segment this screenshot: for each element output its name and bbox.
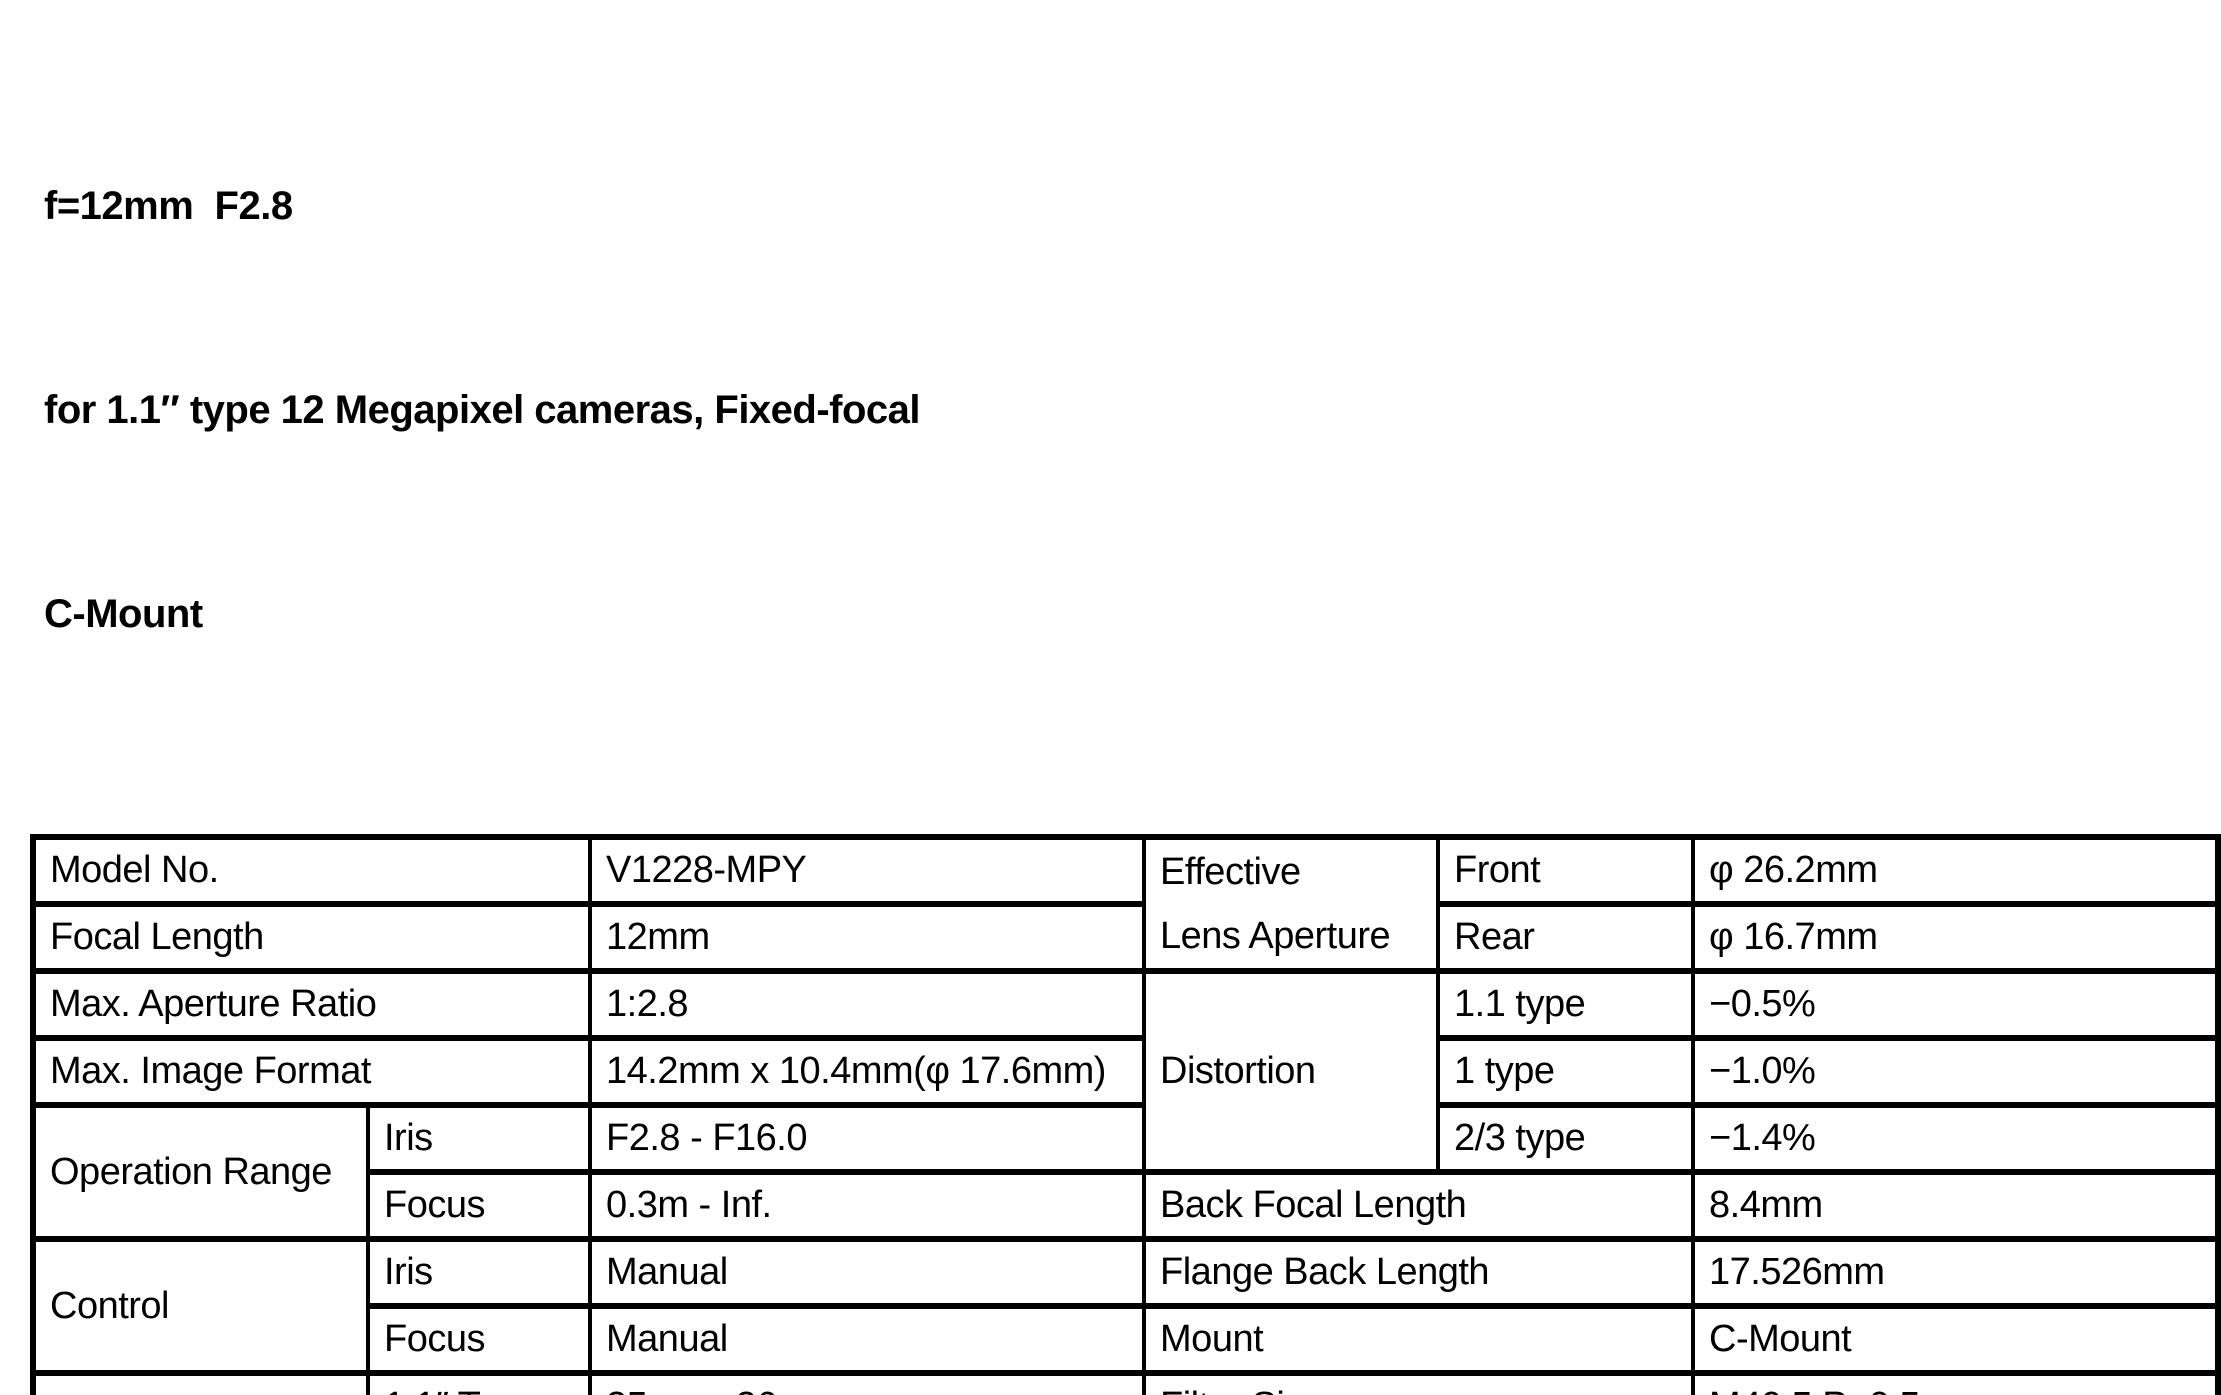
distortion-type23-label: 2/3 type xyxy=(1436,1102,1696,1175)
effective-lens-aperture-label-line2: Lens Aperture xyxy=(1160,915,1391,957)
object-dimension-type11-label: 1.1″ Type xyxy=(365,1370,593,1395)
effective-rear-label: Rear xyxy=(1436,901,1696,974)
table-row: Max. Aperture Ratio 1:2.8 Distortion 1.1… xyxy=(30,968,2221,1175)
flange-back-length-label: Flange Back Length xyxy=(1142,1236,1696,1309)
control-iris-label: Iris xyxy=(365,1236,593,1309)
effective-lens-aperture-label: Effective Lens Aperture xyxy=(1142,834,1441,974)
table-row: Object Dimension at M.O.D. 1.1″ Type 35c… xyxy=(31,1370,2221,1395)
distortion-label: Distortion xyxy=(1142,968,1441,1175)
control-label: Control xyxy=(31,1236,370,1376)
model-no-value: V1228-MPY xyxy=(588,834,1147,907)
object-dimension-type11-value: 35cm x 26cm xyxy=(588,1370,1147,1395)
mount-value: C-Mount xyxy=(1691,1303,2221,1376)
max-image-format-label: Max. Image Format xyxy=(30,1035,593,1108)
effective-rear-value: φ 16.7mm xyxy=(1691,901,2221,974)
header-mount: C-Mount xyxy=(44,592,203,636)
distortion-type11-value: −0.5% xyxy=(1691,968,2221,1041)
focal-length-value: 12mm xyxy=(588,901,1147,974)
effective-front-label: Front xyxy=(1436,834,1696,907)
flange-back-length-value: 17.526mm xyxy=(1691,1236,2221,1309)
focal-length-label: Focal Length xyxy=(30,901,593,974)
mount-label: Mount xyxy=(1142,1303,1696,1376)
table-row: Focal Length 12mm Rear φ 16.7mm xyxy=(30,901,2221,974)
control-iris-value: Manual xyxy=(588,1236,1147,1309)
header-sensor-description: for 1.1″ type 12 Megapixel cameras, Fixe… xyxy=(44,388,921,432)
filter-size-label: Filter Size xyxy=(1142,1370,1696,1395)
max-aperture-ratio-value: 1:2.8 xyxy=(588,968,1147,1041)
spec-table: Model No. V1228-MPY Effective Lens Apert… xyxy=(30,834,2221,1395)
control-focus-value: Manual xyxy=(588,1303,1147,1376)
table-row: Max. Image Format 14.2mm x 10.4mm(φ 17.6… xyxy=(30,1035,2221,1108)
distortion-type23-value: −1.4% xyxy=(1691,1102,2221,1175)
table-row: Control Iris Manual Flange Back Length 1… xyxy=(31,1236,2221,1376)
distortion-type1-label: 1 type xyxy=(1436,1035,1696,1108)
operation-range-label: Operation Range xyxy=(31,1102,370,1242)
max-aperture-ratio-label: Max. Aperture Ratio xyxy=(30,968,593,1041)
effective-lens-aperture-label-line1: Effective xyxy=(1160,851,1301,893)
table-row: Operation Range Iris F2.8 - F16.0 2/3 ty… xyxy=(31,1102,2221,1242)
filter-size-value: M40.5 P=0.5mm xyxy=(1691,1370,2221,1395)
distortion-type11-label: 1.1 type xyxy=(1436,968,1696,1041)
table-row: Focus Manual Mount C-Mount xyxy=(33,1303,2221,1376)
table-row: Model No. V1228-MPY Effective Lens Apert… xyxy=(30,834,2221,974)
operation-range-iris-value: F2.8 - F16.0 xyxy=(588,1102,1147,1175)
control-focus-label: Focus xyxy=(365,1303,593,1376)
operation-range-iris-label: Iris xyxy=(365,1102,593,1175)
header-focal-aperture: f=12mm F2.8 xyxy=(44,184,293,228)
page-header: f=12mm F2.8 for 1.1″ type 12 Megapixel c… xyxy=(44,36,2221,784)
object-dimension-label: Object Dimension at M.O.D. xyxy=(31,1370,370,1395)
model-no-label: Model No. xyxy=(30,834,593,907)
back-focal-length-label: Back Focal Length xyxy=(1142,1169,1696,1242)
back-focal-length-value: 8.4mm xyxy=(1691,1169,2221,1242)
table-row: Focus 0.3m - Inf. Back Focal Length 8.4m… xyxy=(33,1169,2221,1242)
operation-range-focus-label: Focus xyxy=(365,1169,593,1242)
effective-front-value: φ 26.2mm xyxy=(1691,834,2221,907)
max-image-format-value: 14.2mm x 10.4mm(φ 17.6mm) xyxy=(588,1035,1147,1108)
distortion-type1-value: −1.0% xyxy=(1691,1035,2221,1108)
operation-range-focus-value: 0.3m - Inf. xyxy=(588,1169,1147,1242)
